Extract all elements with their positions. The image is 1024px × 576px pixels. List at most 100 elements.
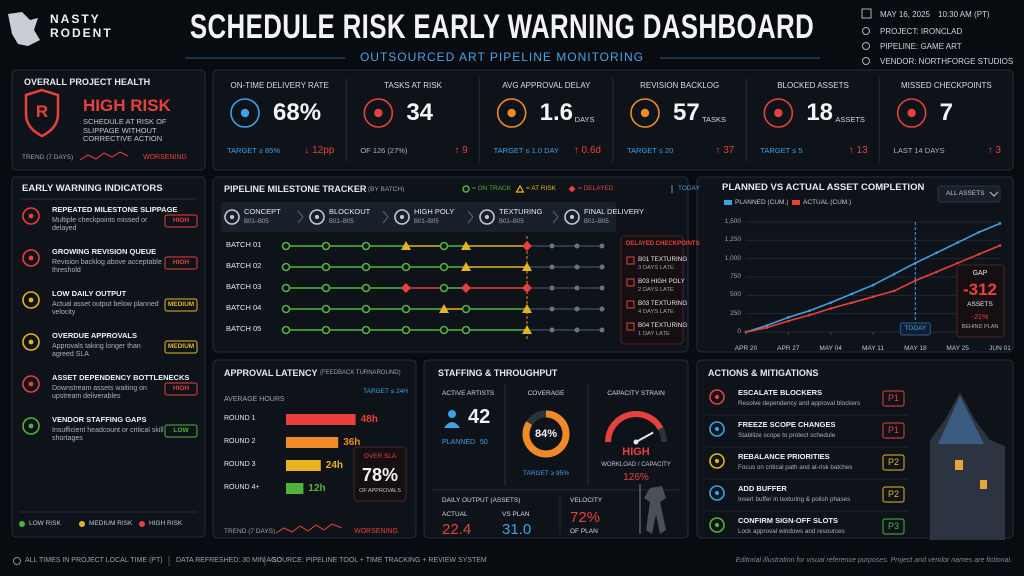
icon-dot — [229, 214, 235, 220]
trend-status: WORSENING — [143, 154, 187, 161]
shield-icon — [24, 88, 60, 138]
risk-level: HIGH — [172, 385, 190, 392]
legend-mark — [462, 185, 470, 193]
priority-badge — [882, 486, 905, 503]
priority-badge — [882, 518, 905, 535]
priority-label: P2 — [887, 489, 900, 499]
milestone-on-track — [401, 325, 411, 335]
kpi-value: 34 — [406, 99, 434, 126]
header-meta: VENDOR: NORTHFORGE STUDIOS — [880, 57, 1014, 66]
milestone-on-track — [461, 304, 471, 314]
x-tick-label: MAY 04 — [819, 345, 842, 352]
icon — [309, 209, 325, 225]
chevron — [297, 210, 304, 224]
milestone-pending — [574, 264, 580, 270]
calendar-icon — [626, 256, 635, 265]
warning-description: Revision backlog above acceptable thresh… — [52, 259, 162, 275]
panel-title: APPROVAL LATENCY — [224, 368, 318, 378]
milestone-pending — [574, 285, 580, 291]
icon — [564, 209, 580, 225]
risk-level: LOW — [173, 427, 189, 434]
milestone-on-track — [281, 262, 291, 272]
action-title: ADD BUFFER — [738, 484, 787, 493]
trend-line — [275, 523, 343, 534]
output-title: DAILY OUTPUT (ASSETS) — [442, 497, 521, 504]
delayed-box — [620, 235, 684, 345]
icon-dot — [28, 381, 34, 387]
artists-title: ACTIVE ARTISTS — [442, 390, 495, 397]
series-point — [998, 244, 1002, 247]
series-point — [956, 261, 959, 265]
series-point — [744, 330, 748, 334]
milestone-delayed — [522, 283, 532, 293]
legend-label: = ON TRACK — [472, 185, 512, 192]
meta-icon — [862, 57, 870, 65]
icon — [363, 98, 394, 128]
panel — [696, 176, 1014, 353]
action-description: Resolve dependency and approval blockers — [738, 400, 861, 407]
x-tick-label: APR 27 — [777, 345, 800, 352]
series-point — [914, 279, 917, 282]
icon — [496, 98, 527, 128]
icon — [479, 209, 495, 225]
delayed-late: 4 DAYS LATE — [638, 309, 674, 315]
capacity-status: HIGH — [622, 446, 650, 458]
actual-label: ACTUAL — [442, 511, 468, 518]
castle-roof — [938, 396, 984, 444]
milestone-pending — [574, 306, 580, 312]
panel-title: OVERALL PROJECT HEALTH — [24, 77, 151, 87]
series-point — [892, 272, 896, 276]
milestone-at-risk — [401, 241, 411, 250]
priority-label: P1 — [887, 425, 900, 435]
header-date: MAY 16, 2025 — [880, 10, 930, 19]
milestone-at-risk — [522, 325, 532, 334]
delayed-title: DELAYED CHECKPOINTS — [626, 241, 700, 247]
kpi-value: 7 — [939, 99, 954, 126]
x-tick-label: MAY 18 — [904, 345, 927, 352]
panel-subtitle: (BY BATCH) — [368, 186, 405, 193]
header-meta: PROJECT: IRONCLAD — [880, 27, 963, 36]
warning-title: VENDOR STAFFING GAPS — [52, 415, 147, 424]
delayed-item: B04 TEXTURING — [638, 322, 688, 329]
filter-label: ALL ASSETS — [946, 190, 985, 197]
dropdown-arrow — [989, 191, 999, 197]
today-label: TODAY — [678, 185, 700, 192]
milestone-pending — [599, 306, 605, 312]
header-time: 10:30 AM (PT) — [938, 10, 990, 19]
risk-level: MEDIUM — [167, 343, 195, 350]
velocity-note: OF PLAN — [570, 528, 598, 535]
priority-badge — [882, 454, 905, 471]
gauge-hub — [633, 439, 639, 445]
sla-title: OVER SLA — [363, 453, 397, 460]
milestone-pending — [549, 264, 555, 270]
warning-title: ASSET DEPENDENCY BOTTLENECKS — [52, 373, 190, 382]
kpi-delta: ↑ 3 — [987, 145, 1001, 156]
icon-dot — [28, 213, 34, 219]
artists-value: 42 — [468, 406, 491, 428]
milestone-on-track — [361, 283, 371, 293]
kpi-note: LAST 14 DAYS — [893, 146, 945, 155]
milestone-delayed — [401, 283, 411, 293]
bar — [286, 483, 304, 494]
info-icon — [13, 557, 21, 565]
icon — [224, 209, 240, 225]
delayed-item: B03 TEXTURING — [638, 300, 688, 307]
bar-category: ROUND 3 — [224, 461, 256, 468]
action-description: Lock approval windows and resources — [738, 528, 845, 535]
icon-dot — [907, 108, 916, 118]
milestone-on-track — [281, 283, 291, 293]
gauge-needle — [635, 431, 654, 443]
trend-line — [79, 151, 129, 161]
series-point — [850, 301, 854, 304]
milestone-delayed — [461, 283, 471, 293]
risk-level: HIGH — [172, 259, 190, 266]
milestone-pending — [549, 285, 555, 291]
meta-icon — [862, 27, 870, 35]
milestone-on-track — [439, 283, 449, 293]
warning-title: GROWING REVISION QUEUE — [52, 247, 157, 256]
action-description: Stabilize scope to protect schedule — [738, 432, 836, 439]
icon-dot — [28, 297, 34, 303]
calendar-icon — [626, 322, 635, 331]
today-box — [899, 322, 931, 336]
